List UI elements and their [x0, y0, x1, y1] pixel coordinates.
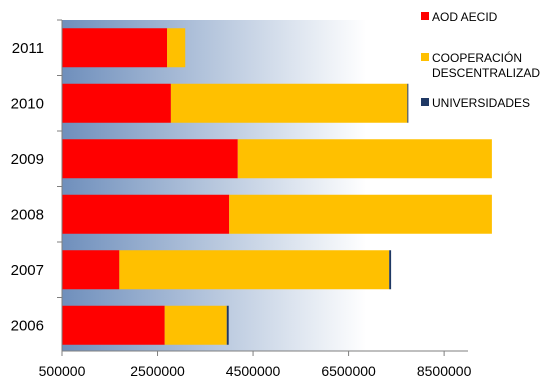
category-label: 2011	[12, 40, 44, 57]
bar-2010-series-2	[407, 83, 409, 123]
legend-swatch-2	[421, 98, 429, 106]
x-tick-label: 4500000	[226, 363, 281, 379]
bar-2009-series-1	[237, 139, 492, 179]
plot-background	[62, 20, 468, 351]
category-label: 2008	[11, 206, 44, 223]
axes-group: 2006 2007 2008 2009 2010 2011 500000 2500000 450…	[11, 19, 472, 379]
x-tick-label: 8500000	[417, 363, 472, 379]
category-label: 2009	[11, 151, 44, 168]
legend-label-1: DESCENTRALIZADA	[432, 66, 540, 80]
bar-2006-series-2	[226, 305, 229, 345]
bars-group	[62, 28, 492, 345]
legend-label-2: UNIVERSIDADES	[432, 96, 530, 110]
category-label: 2006	[11, 317, 44, 334]
bar-2008-series-0	[62, 194, 230, 234]
bar-2010-series-1	[170, 83, 408, 123]
bar-2010-series-0	[62, 83, 171, 123]
bar-2007-series-2	[389, 250, 392, 290]
bar-2011-series-0	[62, 28, 168, 68]
bar-2011-series-1	[167, 28, 186, 68]
bar-2008-series-1	[229, 194, 492, 234]
legend-swatch-0	[421, 12, 429, 20]
category-label: 2007	[11, 262, 44, 279]
bar-2007-series-0	[62, 250, 120, 290]
bar-2007-series-1	[119, 250, 390, 290]
x-tick-label: 500000	[39, 363, 86, 379]
x-tick-label: 2500000	[130, 363, 185, 379]
legend-label-1: COOPERACIÓN	[432, 50, 522, 65]
bar-2009-series-0	[62, 139, 238, 179]
x-tick-label: 6500000	[321, 363, 376, 379]
bar-2006-series-1	[164, 305, 227, 345]
bar-2006-series-0	[62, 305, 165, 345]
legend-swatch-1	[421, 53, 429, 61]
category-label: 2010	[11, 95, 44, 112]
legend-label-0: AOD AECID	[432, 10, 498, 24]
